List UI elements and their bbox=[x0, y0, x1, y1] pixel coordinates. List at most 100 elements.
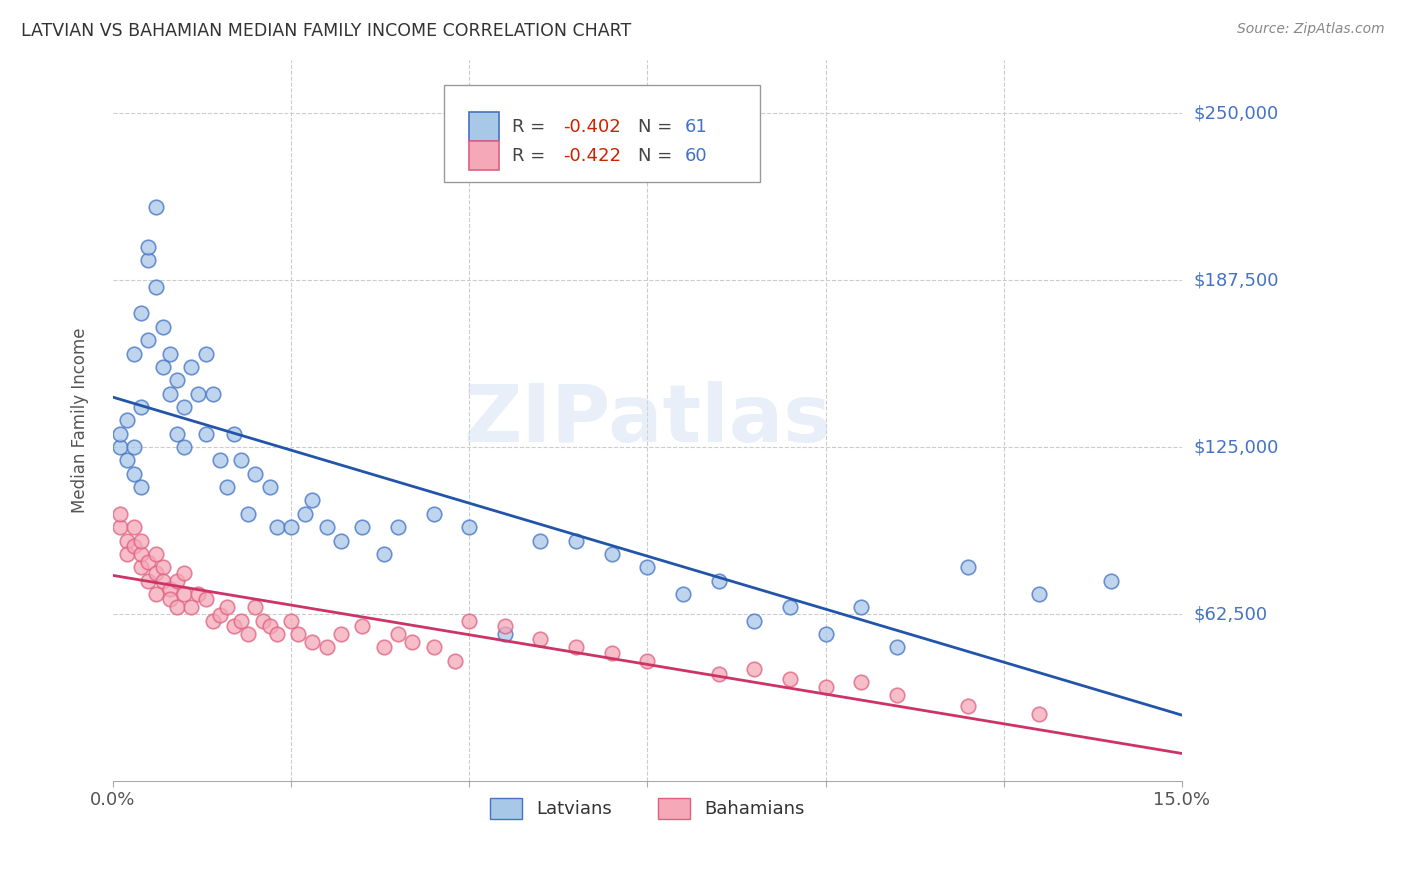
Point bbox=[145, 587, 167, 601]
Point bbox=[301, 635, 323, 649]
Point bbox=[159, 386, 181, 401]
Point bbox=[108, 440, 131, 454]
Point bbox=[108, 520, 131, 534]
Point bbox=[444, 654, 467, 668]
Point bbox=[131, 480, 153, 494]
Point bbox=[122, 520, 145, 534]
Point bbox=[401, 635, 423, 649]
Point bbox=[122, 346, 145, 360]
Point bbox=[422, 507, 444, 521]
Point bbox=[115, 453, 138, 467]
Point bbox=[187, 386, 209, 401]
Point bbox=[742, 614, 765, 628]
Point bbox=[600, 547, 623, 561]
Point bbox=[145, 279, 167, 293]
Point bbox=[115, 533, 138, 548]
Point bbox=[886, 640, 908, 655]
Text: ZIPatlas: ZIPatlas bbox=[463, 381, 831, 459]
Point bbox=[387, 627, 409, 641]
Point bbox=[458, 614, 481, 628]
Text: -0.422: -0.422 bbox=[562, 146, 621, 164]
Point bbox=[145, 200, 167, 214]
Point bbox=[280, 614, 302, 628]
Point bbox=[145, 566, 167, 580]
Point bbox=[957, 699, 980, 714]
Text: N =: N = bbox=[638, 146, 678, 164]
Point bbox=[166, 574, 188, 588]
Text: Source: ZipAtlas.com: Source: ZipAtlas.com bbox=[1237, 22, 1385, 37]
Legend: Latvians, Bahamians: Latvians, Bahamians bbox=[482, 791, 813, 826]
Point bbox=[672, 587, 695, 601]
Point bbox=[851, 600, 873, 615]
Point bbox=[152, 359, 174, 374]
Point bbox=[231, 453, 253, 467]
Point bbox=[565, 640, 588, 655]
Point bbox=[600, 646, 623, 660]
Point bbox=[301, 493, 323, 508]
Point bbox=[222, 619, 245, 633]
Point bbox=[1099, 574, 1122, 588]
Point bbox=[138, 333, 160, 347]
Point bbox=[115, 413, 138, 427]
Point bbox=[373, 547, 395, 561]
Text: N =: N = bbox=[638, 118, 678, 136]
Point bbox=[779, 673, 801, 687]
FancyBboxPatch shape bbox=[468, 141, 499, 170]
Point bbox=[245, 467, 267, 481]
Point bbox=[122, 467, 145, 481]
Point bbox=[131, 560, 153, 574]
FancyBboxPatch shape bbox=[444, 85, 759, 182]
Point bbox=[194, 346, 217, 360]
Text: $125,000: $125,000 bbox=[1194, 438, 1278, 456]
Point bbox=[173, 440, 195, 454]
Point bbox=[957, 560, 980, 574]
Point bbox=[194, 592, 217, 607]
Point bbox=[166, 426, 188, 441]
Point bbox=[287, 627, 309, 641]
Point bbox=[1028, 587, 1050, 601]
Point bbox=[851, 675, 873, 690]
Point bbox=[152, 560, 174, 574]
Point bbox=[373, 640, 395, 655]
Point bbox=[152, 574, 174, 588]
Point bbox=[173, 566, 195, 580]
Point bbox=[122, 440, 145, 454]
Point bbox=[131, 400, 153, 414]
Point bbox=[294, 507, 316, 521]
Point bbox=[494, 619, 516, 633]
Point bbox=[187, 587, 209, 601]
Point bbox=[329, 627, 352, 641]
Point bbox=[194, 426, 217, 441]
Point bbox=[131, 306, 153, 320]
Point bbox=[529, 632, 551, 647]
Point bbox=[266, 627, 288, 641]
Text: 60: 60 bbox=[685, 146, 707, 164]
Point bbox=[352, 619, 374, 633]
Point bbox=[138, 555, 160, 569]
Point bbox=[259, 480, 281, 494]
Point bbox=[707, 667, 730, 681]
Point bbox=[266, 520, 288, 534]
Point bbox=[222, 426, 245, 441]
Point bbox=[422, 640, 444, 655]
Text: R =: R = bbox=[512, 146, 551, 164]
Point bbox=[215, 480, 238, 494]
Point bbox=[152, 319, 174, 334]
Point bbox=[814, 681, 837, 695]
Point bbox=[315, 640, 337, 655]
Point bbox=[145, 547, 167, 561]
Point bbox=[180, 600, 202, 615]
Point bbox=[494, 627, 516, 641]
Point bbox=[138, 574, 160, 588]
Point bbox=[886, 689, 908, 703]
FancyBboxPatch shape bbox=[468, 112, 499, 141]
Point bbox=[280, 520, 302, 534]
Point bbox=[201, 386, 224, 401]
Point bbox=[1028, 707, 1050, 722]
Text: $187,500: $187,500 bbox=[1194, 271, 1278, 289]
Point bbox=[252, 614, 274, 628]
Point bbox=[245, 600, 267, 615]
Point bbox=[180, 359, 202, 374]
Point bbox=[131, 533, 153, 548]
Point bbox=[329, 533, 352, 548]
